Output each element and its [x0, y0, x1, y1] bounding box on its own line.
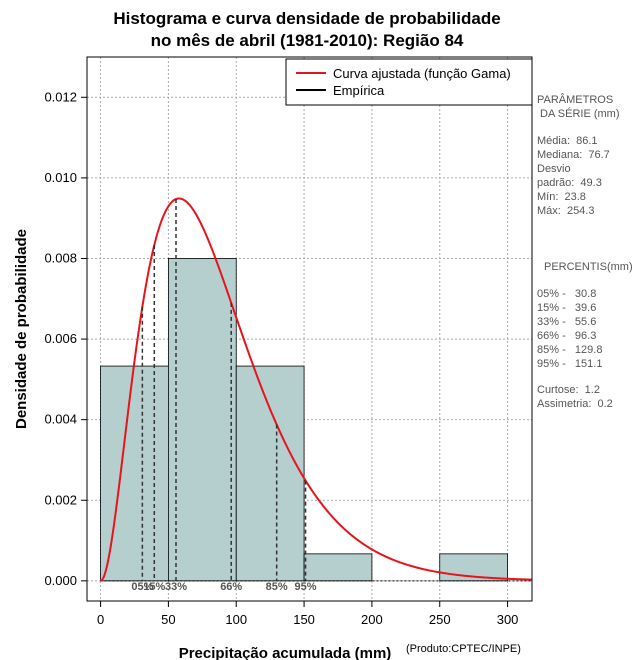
- chart-title-line-2: no mês de abril (1981-2010): Região 84: [151, 31, 464, 50]
- y-tick-label: 0.002: [44, 492, 77, 507]
- stat-desvio-label: Desvio: [537, 163, 571, 175]
- percentile-label: 15%: [143, 581, 165, 593]
- stat-curtose: Curtose: 1.2: [537, 384, 600, 396]
- chart-title-line-1: Histograma e curva densidade de probabil…: [113, 9, 500, 28]
- percentis-heading: PERCENTIS(mm): [544, 261, 633, 273]
- percentile-66: 66% - 96.3: [537, 330, 597, 342]
- histogram-bar: [168, 258, 237, 582]
- y-tick-label: 0.012: [44, 89, 77, 104]
- y-tick-label: 0.004: [44, 412, 77, 427]
- legend-label-empirical: Empírica: [333, 83, 385, 98]
- percentile-label: 33%: [165, 581, 187, 593]
- percentile-15: 15% - 39.6: [537, 302, 597, 314]
- stat-mediana: Mediana: 76.7: [537, 149, 610, 161]
- percentile-05: 05% - 30.8: [537, 288, 597, 300]
- stat-desvio: padrão: 49.3: [537, 177, 602, 189]
- y-axis-label: Densidade de probabilidade: [13, 229, 30, 429]
- stat-max: Máx: 254.3: [537, 205, 595, 217]
- x-tick-label: 50: [161, 612, 175, 627]
- y-tick-label: 0.010: [44, 170, 77, 185]
- y-tick-label: 0.006: [44, 331, 77, 346]
- legend-label-fitted: Curva ajustada (função Gama): [333, 66, 511, 81]
- x-tick-label: 300: [497, 612, 519, 627]
- legend-box: [285, 58, 533, 106]
- stat-min: Mín: 23.8: [537, 191, 586, 203]
- fitted-gamma-curve: [100, 197, 533, 582]
- stat-assimetria: Assimetria: 0.2: [537, 398, 613, 410]
- y-tick-label: 0.000: [44, 573, 77, 588]
- histogram-bar: [303, 553, 373, 582]
- percentile-label: 85%: [266, 581, 288, 593]
- statistics-panel: PARÂMETROS DA SÉRIE (mm) Média: 86.1 Med…: [537, 93, 640, 411]
- x-tick-label: 0: [97, 612, 104, 627]
- percentile-label: 95%: [295, 581, 317, 593]
- x-tick-label: 100: [225, 612, 247, 627]
- params-heading-1: PARÂMETROS: [537, 94, 614, 106]
- percentile-95: 95% - 151.1: [537, 358, 603, 370]
- x-tick-label: 150: [293, 612, 315, 627]
- percentile-33: 33% - 55.6: [537, 316, 597, 328]
- y-tick-label: 0.008: [44, 250, 77, 265]
- histogram-bar: [235, 365, 305, 582]
- plot-frame: [86, 56, 533, 602]
- percentile-label: 66%: [220, 581, 242, 593]
- x-tick-label: 200: [361, 612, 383, 627]
- stat-media: Média: 86.1: [537, 135, 598, 147]
- percentile-85: 85% - 129.8: [537, 344, 603, 356]
- product-credit: (Produto:CPTEC/INPE): [406, 643, 521, 655]
- x-tick-label: 250: [429, 612, 451, 627]
- x-axis-label: Precipitação acumulada (mm): [179, 645, 392, 660]
- percentile-label: 05%: [131, 581, 153, 593]
- params-heading-2: DA SÉRIE (mm): [537, 108, 620, 120]
